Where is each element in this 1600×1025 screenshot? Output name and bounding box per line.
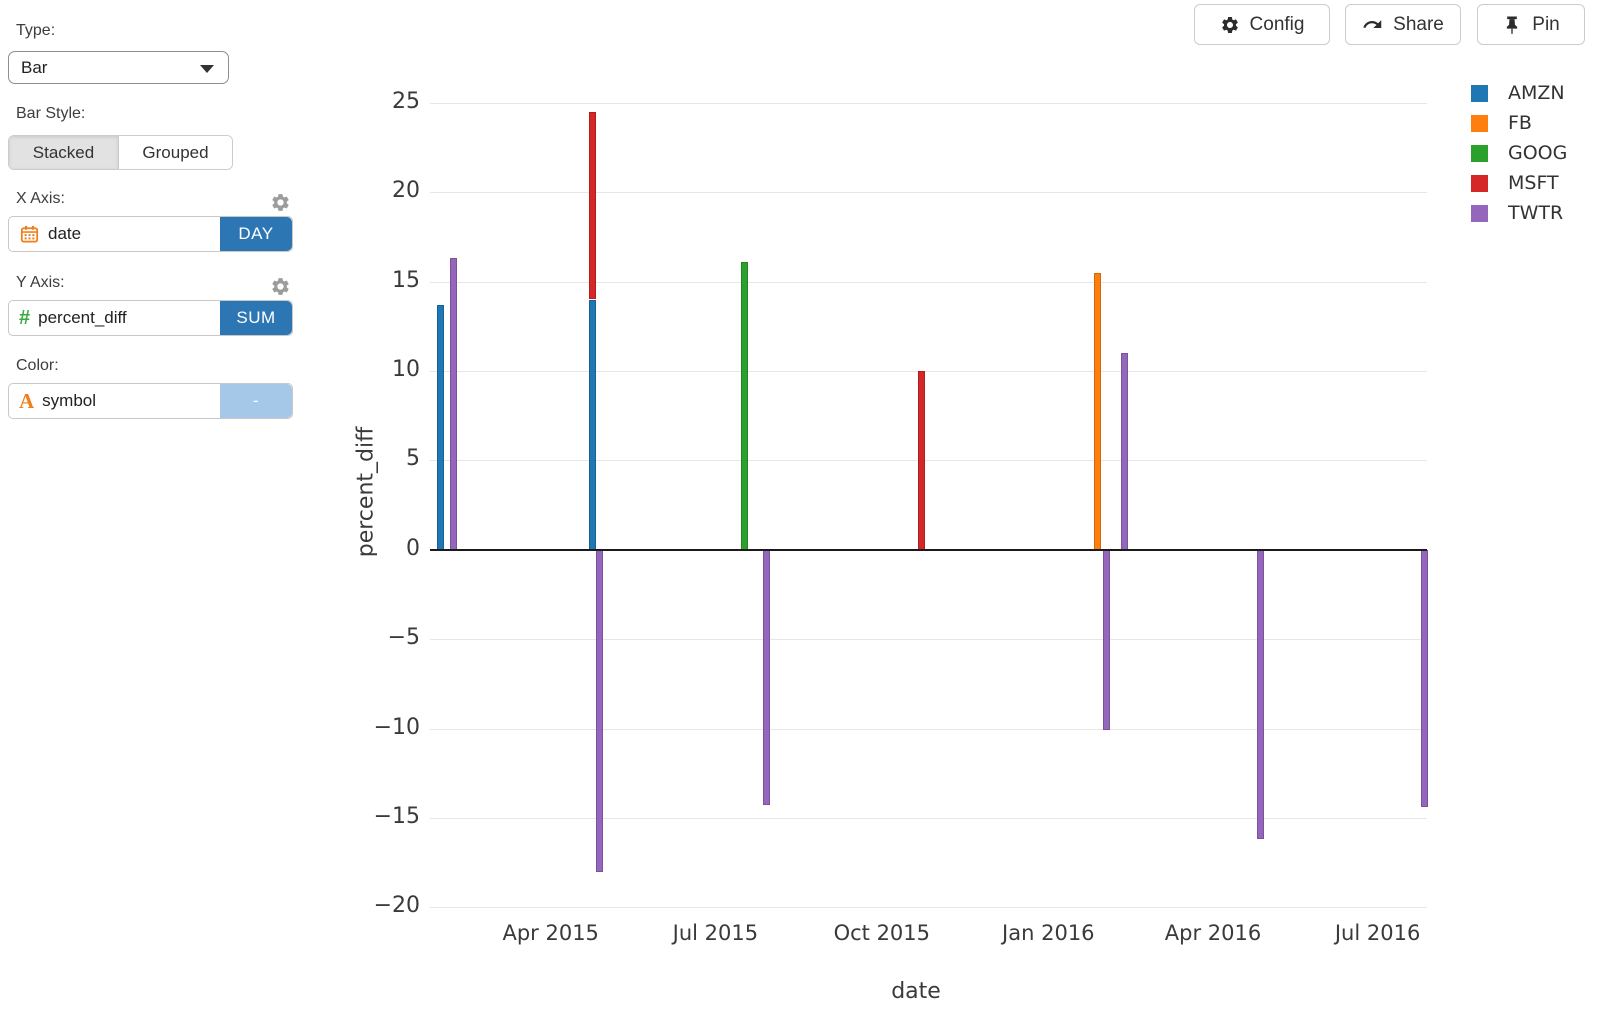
pin-button[interactable]: Pin [1477,4,1585,45]
x-tick-label: Jul 2015 [672,921,759,945]
y-tick-label: 0 [406,535,420,561]
x-tick-label: Oct 2015 [833,921,931,945]
y-tick-label: −15 [373,804,420,829]
bar-segment-AMZN[interactable] [436,304,444,550]
y-gridline [430,371,1427,372]
bar-segment-GOOG[interactable] [740,261,748,550]
y-tick-label: −20 [373,893,420,919]
color-field[interactable]: A symbol - [8,383,293,419]
color-label: Color: [16,357,59,374]
x-axis-field[interactable]: date DAY [8,216,293,252]
text-type-icon: A [19,388,35,413]
legend-item-FB[interactable]: FB [1471,108,1532,138]
legend-swatch [1471,204,1488,222]
y-tick-label: −5 [387,625,420,651]
y-tick-label: 20 [392,178,420,204]
bar-style-grouped-button[interactable]: Grouped [119,136,232,169]
x-axis-label: X Axis: [16,190,65,207]
x-axis-field-name: date [48,224,82,243]
bar-segment-TWTR[interactable] [1421,549,1429,808]
y-axis-label: Y Axis: [16,274,65,291]
bar-style-toggle: Stacked Grouped [8,135,233,170]
bar-style-label: Bar Style: [16,105,86,122]
legend-label: TWTR [1508,202,1564,224]
x-tick-label: Apr 2016 [1164,921,1262,945]
legend-swatch [1471,174,1488,192]
legend-item-AMZN[interactable]: AMZN [1471,78,1565,108]
x-tick-label: Jan 2016 [1002,921,1095,945]
x-tick-label: Jul 2016 [1334,921,1421,945]
type-select[interactable]: Bar [8,51,229,84]
y-axis-aggregation-badge[interactable]: SUM [220,301,292,335]
legend-swatch [1471,84,1488,102]
y-tick-label: 5 [406,446,420,472]
legend-swatch [1471,144,1488,162]
y-tick-label: 15 [392,267,420,293]
y-gridline [430,907,1427,909]
number-type-icon: # [19,307,31,329]
y-gridline [430,818,1427,819]
share-button-label: Share [1393,13,1444,35]
legend-item-MSFT[interactable]: MSFT [1471,168,1559,198]
x-axis-aggregation-badge[interactable]: DAY [220,217,292,251]
legend-item-TWTR[interactable]: TWTR [1471,198,1563,228]
pin-button-label: Pin [1532,13,1560,35]
bar-segment-TWTR[interactable] [1256,549,1264,840]
legend-swatch [1471,114,1488,132]
share-button[interactable]: Share [1345,4,1461,45]
y-gridline [430,460,1427,462]
color-field-name: symbol [42,391,97,410]
chevron-down-icon [200,65,214,73]
bar-segment-MSFT[interactable] [588,111,596,300]
x-tick-label: Apr 2015 [502,921,599,945]
bar-segment-MSFT[interactable] [918,371,926,550]
zero-axis-line [430,548,1427,551]
legend-item-GOOG[interactable]: GOOG [1471,138,1567,168]
y-gridline [430,728,1427,730]
config-button-label: Config [1249,13,1305,35]
y-tick-label: 25 [392,88,420,114]
legend-label: MSFT [1508,172,1559,194]
y-gridline [430,281,1427,283]
legend-label: FB [1508,112,1532,134]
legend-label: AMZN [1508,82,1565,104]
y-axis-field[interactable]: # percent_diff SUM [8,300,293,336]
y-gridline [430,639,1427,641]
x-axis-title: date [891,979,941,1004]
bar-segment-TWTR[interactable] [596,549,604,872]
config-button[interactable]: Config [1194,4,1330,45]
y-gridline [430,102,1427,104]
legend-label: GOOG [1508,142,1568,164]
bar-style-stacked-button[interactable]: Stacked [9,136,119,169]
bar-segment-TWTR[interactable] [1102,549,1110,731]
y-gridline [430,192,1427,194]
bar-segment-TWTR[interactable] [449,258,457,550]
y-axis-field-name: percent_diff [38,308,127,327]
bar-segment-FB[interactable] [1093,272,1101,550]
bar-segment-TWTR[interactable] [762,549,770,806]
type-select-value: Bar [21,57,48,77]
type-label: Type: [16,22,56,39]
y-tick-label: −10 [373,714,420,740]
color-aggregation-badge[interactable]: - [220,384,292,418]
bar-segment-AMZN[interactable] [588,299,596,550]
y-tick-label: 10 [392,357,420,382]
bar-segment-TWTR[interactable] [1120,353,1128,550]
